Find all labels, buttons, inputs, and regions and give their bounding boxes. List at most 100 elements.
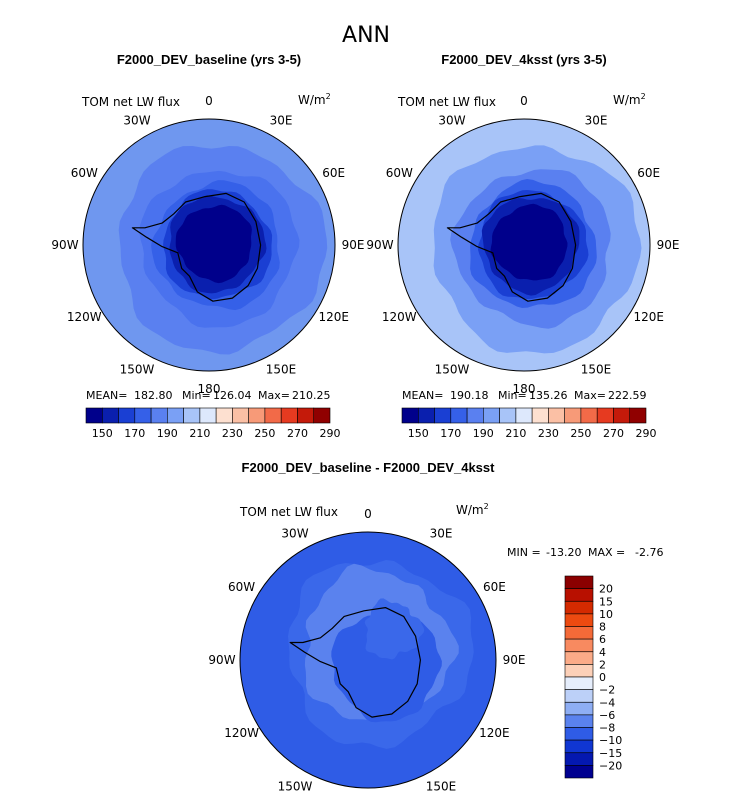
longitude-label: 30W [281,527,308,541]
longitude-label: 60W [71,166,98,180]
colorbar-swatch [313,407,331,424]
mean-value: 190.18 [450,389,489,402]
polar-map [239,531,497,789]
colorbar-tick-label: 0 [599,671,606,684]
colorbar-tick-label: 170 [440,427,461,440]
colorbar-swatch [564,714,594,728]
colorbar: 150 170 190 210 230 250 270 290 [85,407,341,440]
colorbar-tick-label: −10 [599,734,622,747]
coastline [446,192,577,302]
colorbar-tick-label: 15 [599,595,613,608]
longitude-label: 150E [266,363,297,377]
colorbar-tick-label: 150 [92,427,113,440]
longitude-label: 30W [438,113,465,127]
variable-label: TOM net LW flux [239,505,338,519]
mean-value: 182.80 [134,389,173,402]
longitude-label: 90E [657,238,680,252]
colorbar-tick-label: 210 [505,427,526,440]
stats-line: MEAN= 190.18 Min= 135.26 Max= 222.59 [402,389,647,402]
polar-map [82,118,336,372]
longitude-label: 30W [123,113,150,127]
max-label: Max= [574,389,606,402]
colorbar-swatch [564,727,594,741]
contour-band [175,204,252,284]
colorbar-swatch [482,407,500,424]
colorbar-swatch [280,407,298,424]
colorbar-swatch [150,407,168,424]
longitude-label: 150E [426,779,457,793]
colorbar-tick-label: 8 [599,621,606,634]
longitude-label: 90E [503,653,526,667]
longitude-label: 0 [364,507,372,521]
colorbar-swatch [564,739,594,753]
colorbar-swatch [548,407,566,424]
longitude-label: 30E [585,113,608,127]
colorbar-swatch [564,664,594,678]
longitude-label: 120W [67,310,102,324]
longitude-label: 150E [581,363,612,377]
colorbar-swatch [564,407,582,424]
colorbar-swatch [564,689,594,703]
colorbar-tick-label: −8 [599,722,615,735]
longitude-label: 120E [479,726,510,740]
colorbar-tick-label: 250 [570,427,591,440]
units-exponent: 2 [326,92,331,101]
map-fill [240,532,496,788]
colorbar-tick-label: 230 [538,427,559,440]
units-label: W/m2 [456,502,489,517]
colorbar-swatch [564,575,594,589]
longitude-label: 90W [51,238,78,252]
stats-line: MEAN= 182.80 Min= 126.04 Max= 210.25 [86,389,331,402]
longitude-label: 60E [483,580,506,594]
longitude-label: 150W [278,779,313,793]
variable-label: TOM net LW flux [81,95,180,109]
min-value: 126.04 [213,389,252,402]
colorbar-swatch [564,638,594,652]
colorbar-tick-label: 270 [603,427,624,440]
colorbar-swatch [232,407,249,424]
mean-label: MEAN= [86,389,127,402]
min-value: -13.20 [546,546,581,559]
longitude-label: 120W [382,310,417,324]
colorbar-swatch [264,407,282,424]
panel-baseline: F2000_DEV_baseline (yrs 3-5) TOM net LW … [51,52,364,440]
colorbar-swatch [134,407,152,424]
max-value: -2.76 [635,546,663,559]
min-label: Min= [498,389,527,402]
map-fill [83,119,335,371]
colorbar-swatch [183,407,201,424]
map-border [239,531,497,789]
panel-4ksst: F2000_DEV_4ksst (yrs 3-5) TOM net LW flu… [366,52,679,440]
longitude-label: 0 [205,94,213,108]
colorbar-swatch [564,600,594,615]
figure-title: ANN [342,23,390,48]
colorbar-tick-label: 190 [473,427,494,440]
colorbar-swatch [564,626,594,640]
contour-band [364,598,425,660]
colorbar-tick-label: −2 [599,684,615,697]
colorbar-swatch [564,651,594,665]
max-label: MAX = [588,546,625,559]
colorbar-tick-label: −20 [599,759,622,772]
colorbar-swatch [564,765,594,779]
colorbar-tick-label: −15 [599,747,622,760]
map-fill [398,119,650,371]
colorbar-swatch [499,407,517,424]
units-base: W/m [456,503,484,517]
longitude-label: 90E [342,238,365,252]
longitude-label: 180 [198,382,221,396]
max-value: 222.59 [608,389,647,402]
colorbar-swatch [102,407,119,424]
colorbar-tick-label: 150 [408,427,429,440]
longitude-label: 90W [208,653,235,667]
colorbar-tick-label: 2 [599,658,606,671]
longitude-label: 150W [435,363,470,377]
max-label: Max= [258,389,290,402]
colorbar-swatch [215,407,233,424]
colorbar-swatch [580,407,598,424]
map-border [82,118,336,372]
